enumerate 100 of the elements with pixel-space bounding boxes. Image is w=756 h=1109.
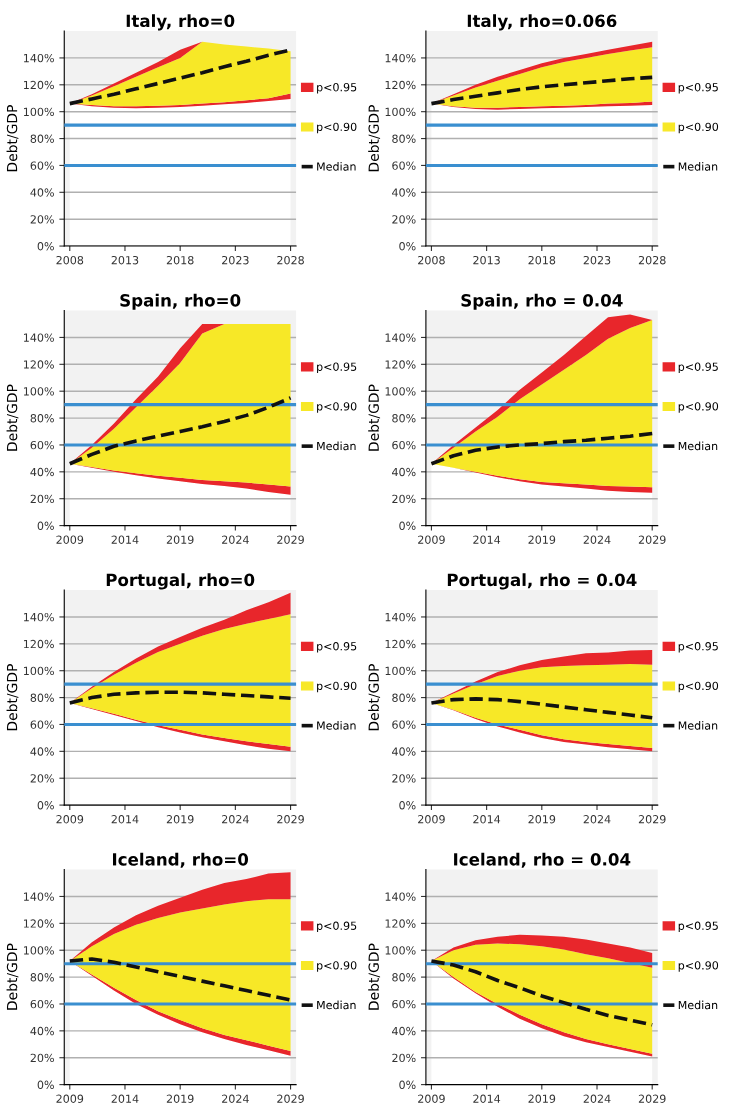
- legend-label: Median: [317, 441, 356, 451]
- x-tick-label: 2029: [638, 815, 666, 824]
- legend-label: p<0.95: [678, 362, 718, 374]
- y-tick-label: 20%: [392, 774, 416, 783]
- legend-label: Median: [317, 162, 356, 171]
- legend-label: p<0.95: [317, 362, 357, 374]
- line-series: [429, 431, 655, 466]
- y-tick-label: 80%: [30, 973, 54, 982]
- chart-title: Italy, rho=0: [126, 14, 235, 31]
- y-tick-label: 120%: [385, 639, 416, 649]
- x-tick-label: 2009: [56, 1094, 84, 1103]
- legend-label: Median: [678, 1000, 718, 1010]
- y-tick-label: 40%: [30, 188, 54, 197]
- y-tick-label: 140%: [23, 612, 54, 622]
- y-tick-label: 120%: [23, 80, 54, 90]
- y-tick-label: 20%: [392, 1053, 416, 1063]
- x-tick-label: 2023: [222, 255, 249, 265]
- y-axis-title: Debt/GDP: [6, 943, 19, 1010]
- x-tick-label: 2013: [111, 255, 139, 265]
- legend-label: p<0.90: [678, 961, 719, 972]
- x-tick-label: 2023: [583, 255, 611, 265]
- x-tick-label: 2029: [277, 535, 304, 544]
- x-tick-label: 2014: [473, 535, 501, 544]
- x-tick-label: 2029: [638, 1094, 666, 1103]
- y-tick-label: 120%: [385, 80, 416, 90]
- y-tick-label: 40%: [30, 1026, 54, 1036]
- chart-title: Italy, rho=0.066: [467, 14, 617, 31]
- line-series: [67, 690, 293, 705]
- x-tick-label: 2014: [111, 535, 139, 544]
- x-tick-label: 2024: [222, 1094, 249, 1103]
- y-tick-label: 120%: [385, 919, 416, 928]
- x-tick-label: 2009: [418, 535, 445, 544]
- chart-title: Portugal, rho = 0.04: [447, 573, 637, 590]
- y-tick-label: 60%: [30, 440, 54, 450]
- y-tick-label: 60%: [392, 440, 416, 450]
- x-tick-label: 2009: [56, 535, 84, 544]
- y-tick-label: 80%: [392, 693, 416, 702]
- y-tick-label: 100%: [23, 107, 54, 117]
- y-tick-label: 140%: [23, 892, 54, 901]
- x-tick-label: 2028: [277, 255, 304, 265]
- x-tick-label: 2029: [277, 1094, 304, 1103]
- y-tick-label: 80%: [30, 693, 54, 702]
- legend-label: p<0.90: [317, 681, 357, 693]
- y-tick-label: 140%: [385, 612, 416, 622]
- legend-label: Median: [678, 441, 718, 451]
- line-series: [429, 697, 655, 720]
- y-axis-title: Debt/GDP: [6, 384, 19, 451]
- y-tick-label: 120%: [23, 639, 54, 649]
- x-tick-label: 2014: [473, 815, 501, 824]
- legend-label: p<0.90: [317, 122, 357, 134]
- legend-label: p<0.95: [678, 82, 718, 94]
- y-tick-label: 60%: [30, 720, 54, 729]
- y-tick-label: 20%: [30, 215, 54, 224]
- y-tick-label: 100%: [23, 666, 54, 676]
- y-tick-label: 0%: [399, 801, 416, 810]
- x-tick-label: 2014: [473, 1094, 501, 1103]
- y-tick-label: 100%: [23, 387, 54, 396]
- y-tick-label: 60%: [392, 720, 416, 729]
- legend-label: p<0.95: [317, 642, 357, 653]
- x-tick-label: 2019: [166, 1094, 194, 1103]
- chart-title: Iceland, rho = 0.04: [454, 852, 631, 868]
- legend-label: p<0.95: [678, 921, 718, 933]
- y-axis-title: Debt/GDP: [368, 943, 381, 1010]
- x-tick-label: 2019: [528, 815, 556, 824]
- x-tick-label: 2008: [418, 255, 445, 265]
- y-tick-label: 120%: [23, 360, 54, 369]
- chart-title: Iceland, rho=0: [113, 852, 249, 868]
- x-tick-label: 2008: [56, 255, 84, 265]
- y-tick-label: 120%: [23, 919, 54, 928]
- y-tick-label: 80%: [392, 134, 416, 143]
- x-tick-label: 2014: [111, 815, 139, 824]
- y-tick-label: 80%: [30, 134, 54, 143]
- x-tick-label: 2024: [583, 815, 611, 824]
- y-axis-title: Debt/GDP: [6, 664, 19, 731]
- x-tick-label: 2024: [583, 1094, 611, 1103]
- y-axis-title: Debt/GDP: [368, 105, 381, 172]
- x-tick-label: 2019: [166, 815, 194, 824]
- legend-label: p<0.95: [317, 82, 357, 94]
- x-tick-label: 2019: [528, 535, 556, 544]
- y-tick-label: 120%: [385, 360, 416, 369]
- y-tick-label: 100%: [385, 666, 416, 676]
- y-tick-label: 60%: [30, 999, 54, 1009]
- x-tick-label: 2019: [528, 1094, 556, 1103]
- chart-title: Spain, rho=0: [120, 293, 241, 310]
- legend-label: p<0.95: [317, 921, 357, 933]
- line-series: [67, 396, 293, 466]
- x-tick-label: 2009: [418, 815, 445, 824]
- y-tick-label: 80%: [30, 414, 54, 423]
- legend-label: p<0.90: [678, 681, 719, 693]
- y-tick-label: 100%: [385, 107, 416, 117]
- legend-label: p<0.90: [317, 961, 357, 972]
- y-tick-label: 40%: [392, 188, 416, 197]
- x-tick-label: 2029: [638, 535, 666, 544]
- x-tick-label: 2018: [166, 255, 194, 265]
- x-tick-label: 2009: [56, 815, 84, 824]
- x-tick-label: 2024: [222, 815, 249, 824]
- x-tick-label: 2014: [111, 1094, 139, 1103]
- line-series: [429, 959, 655, 1027]
- y-tick-label: 40%: [392, 1026, 416, 1036]
- y-tick-label: 100%: [385, 387, 416, 396]
